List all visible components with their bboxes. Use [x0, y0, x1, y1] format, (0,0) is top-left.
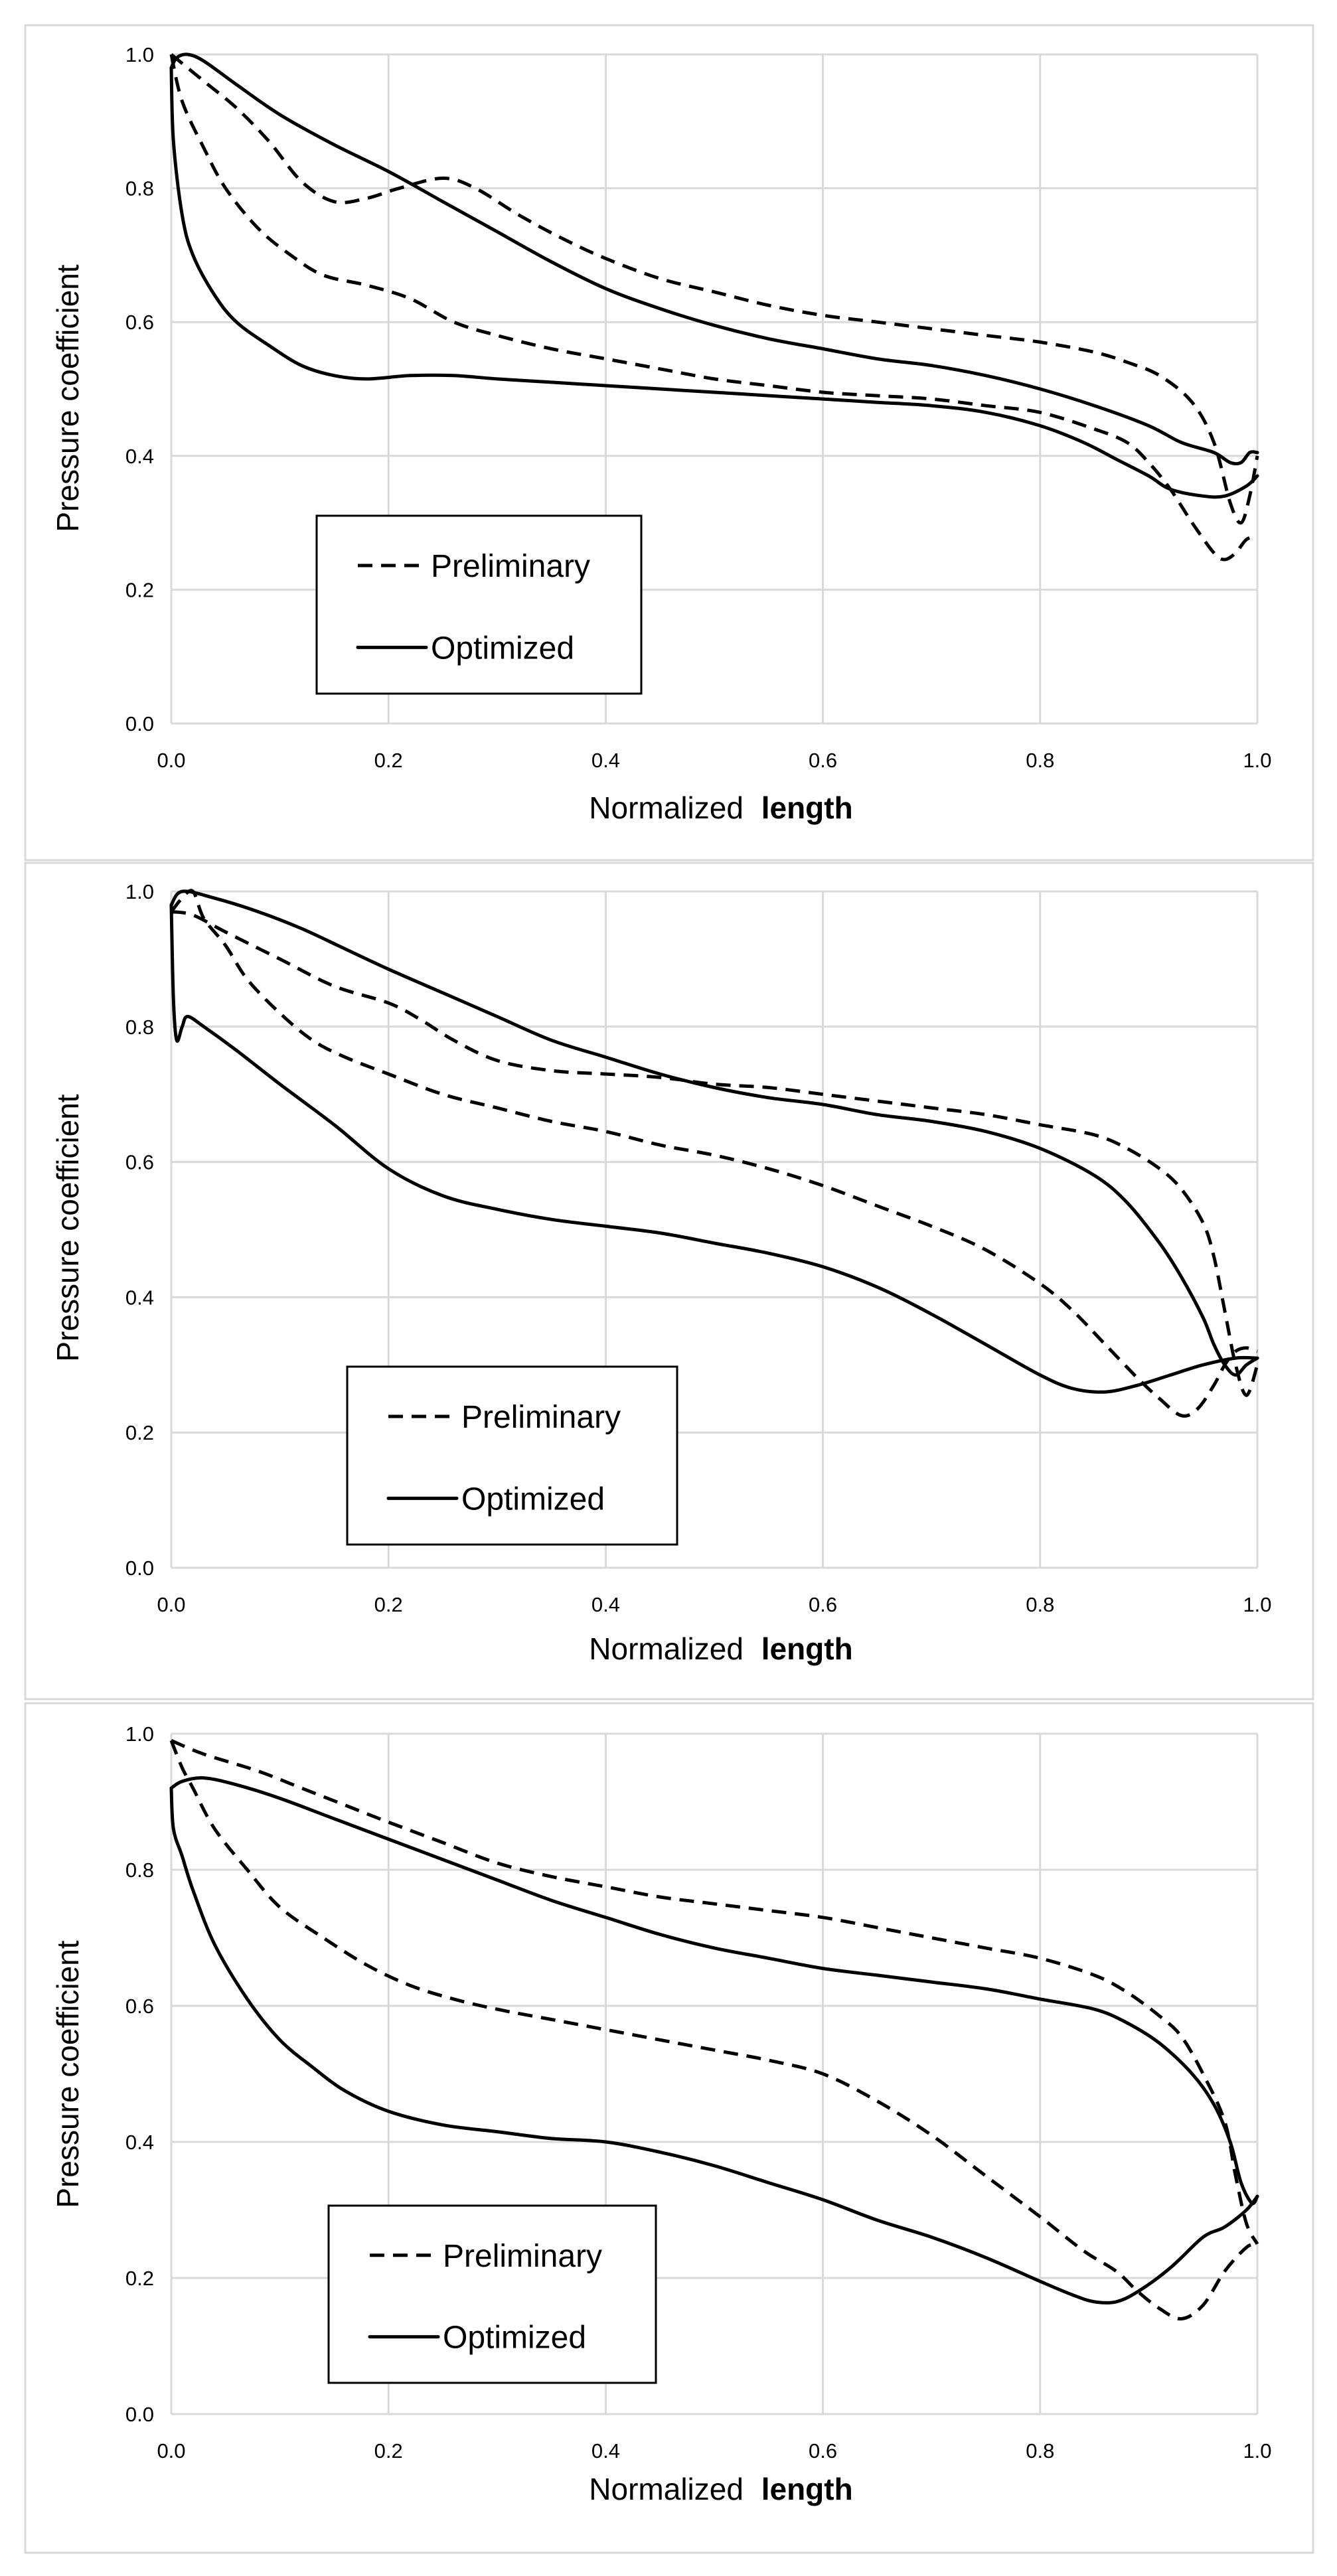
chart-panel-2: 0.0 0.2 0.4 0.6 0.8 1.0 0.0 0.2 0.4 0.6 0.8 1.0 Pres… [24, 862, 1314, 1701]
x-axis-label-word: length [753, 791, 853, 825]
legend-box [346, 1365, 678, 1546]
x-axis-label: Normalized length [589, 2472, 852, 2506]
x-tick-label: 0.8 [1026, 2439, 1054, 2462]
x-axis-label: Normalized length [589, 1631, 852, 1666]
x-tick-label: 0.4 [591, 749, 620, 772]
legend-label-preliminary: Preliminary [431, 549, 590, 584]
x-tick-label: 0.0 [157, 1593, 185, 1616]
x-tick-label: 0.8 [1026, 749, 1054, 772]
series-optimized-lower-curve [169, 903, 1259, 1394]
y-tick-label: 0.0 [125, 712, 154, 735]
legend-label-optimized: Optimized [461, 1481, 605, 1517]
x-tick-label: 0.2 [374, 1593, 403, 1616]
y-tick-label: 0.4 [125, 1286, 154, 1309]
y-tick-label: 0.8 [125, 177, 154, 200]
legend: Preliminary Optimized [346, 1365, 678, 1546]
x-tick-label: 1.0 [1243, 749, 1271, 772]
y-tick-label: 0.0 [125, 2403, 154, 2426]
y-tick-label: 1.0 [125, 43, 154, 66]
x-axis-label: Normalized length [589, 791, 852, 825]
x-tick-label: 0.8 [1026, 1593, 1054, 1616]
x-tick-label: 0.0 [157, 749, 185, 772]
series-preliminary-lower-curve [169, 54, 1258, 562]
y-tick-label: 0.6 [125, 1151, 154, 1174]
legend-box [327, 2204, 657, 2384]
series-preliminary-upper-curve [170, 53, 1259, 525]
chart-panel-3: 0.0 0.2 0.4 0.6 0.8 1.0 0.0 0.2 0.4 0.6 0.8 1.0 Pres… [24, 1702, 1314, 2554]
chart-panel-1: 0.0 0.2 0.4 0.6 0.8 1.0 0.0 0.2 0.4 0.6 0.8 1.0 Pres… [24, 24, 1314, 862]
panel-frame [24, 1702, 1314, 2554]
panel-frame [24, 24, 1314, 862]
y-tick-label: 0.8 [125, 1858, 154, 1882]
x-tick-label: 1.0 [1243, 1593, 1271, 1616]
y-axis-label: Pressure coefficient [50, 1094, 85, 1361]
x-tick-label: 0.0 [157, 2439, 185, 2462]
panel-frame [24, 862, 1314, 1701]
y-tick-label: 0.4 [125, 2131, 154, 2154]
y-tick-label: 1.0 [125, 1722, 154, 1746]
x-tick-label: 0.6 [809, 2439, 837, 2462]
x-tick-label: 1.0 [1243, 2439, 1271, 2462]
y-tick-label: 0.6 [125, 311, 154, 334]
y-tick-label: 0.2 [125, 2267, 154, 2290]
legend-label-optimized: Optimized [443, 2320, 586, 2356]
x-axis-label-word: length [753, 2472, 853, 2506]
x-axis-label-word: Normalized [589, 2472, 744, 2506]
x-axis-label-word: Normalized [589, 791, 744, 825]
legend-label-optimized: Optimized [431, 631, 574, 666]
series-preliminary-lower-curve [169, 1740, 1258, 2321]
gridlines [170, 890, 1259, 1569]
legend-box [315, 514, 643, 695]
series-optimized-upper-curve [169, 52, 1259, 466]
legend: Preliminary Optimized [327, 2204, 657, 2384]
y-axis-label: Pressure coefficient [50, 264, 85, 532]
y-tick-label: 0.2 [125, 578, 154, 601]
series-optimized-lower-curve [169, 66, 1259, 499]
x-tick-label: 0.2 [374, 749, 403, 772]
y-tick-label: 0.4 [125, 445, 154, 468]
x-tick-label: 0.6 [809, 749, 837, 772]
x-axis-label-word: length [753, 1631, 853, 1666]
legend-label-preliminary: Preliminary [461, 1400, 621, 1435]
x-tick-label: 0.2 [374, 2439, 403, 2462]
x-tick-label: 0.4 [591, 2439, 620, 2462]
x-axis-label-word: Normalized [589, 1631, 744, 1666]
y-tick-label: 0.0 [125, 1556, 154, 1580]
y-tick-label: 0.8 [125, 1016, 154, 1039]
series-optimized-lower-curve [169, 1786, 1259, 2305]
y-axis-label: Pressure coefficient [50, 1940, 85, 2208]
y-tick-label: 0.2 [125, 1421, 154, 1444]
y-tick-label: 0.6 [125, 1995, 154, 2018]
series-preliminary-upper-curve [171, 910, 1259, 1397]
legend-label-preliminary: Preliminary [443, 2239, 602, 2274]
series-optimized-upper-curve [169, 1776, 1259, 2206]
y-tick-label: 1.0 [125, 880, 154, 903]
series-preliminary-lower-curve [170, 889, 1258, 1418]
series-optimized-upper-curve [169, 889, 1259, 1377]
x-tick-label: 0.4 [591, 1593, 620, 1616]
x-tick-label: 0.6 [809, 1593, 837, 1616]
legend: Preliminary Optimized [315, 514, 643, 695]
